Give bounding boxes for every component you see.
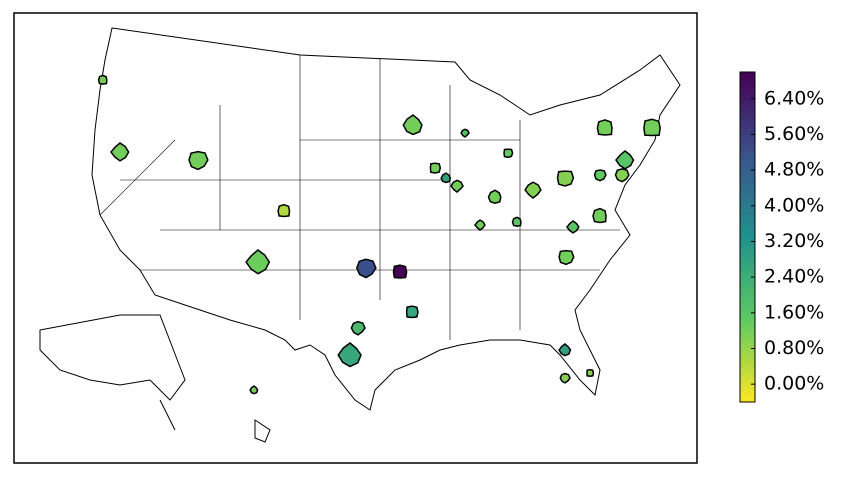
region bbox=[593, 169, 607, 182]
colorbar-tick-label: 0.00% bbox=[764, 373, 824, 395]
region bbox=[245, 249, 271, 275]
region bbox=[350, 320, 366, 336]
colorbar-axis: 0.00% 0.80% 1.60% 2.40% 3.20% 4.00% 4.80% 5.60%… bbox=[751, 87, 824, 395]
map-frame bbox=[13, 12, 698, 464]
colorbar-tick-label: 4.80% bbox=[764, 159, 824, 181]
region bbox=[524, 181, 542, 199]
region bbox=[429, 162, 442, 174]
region bbox=[355, 258, 377, 279]
colorbar-tick-label: 0.80% bbox=[764, 337, 824, 359]
colorbar-tick-label: 5.60% bbox=[764, 123, 824, 145]
colorbar-tick-label: 2.40% bbox=[764, 266, 824, 288]
region bbox=[405, 305, 419, 319]
colorbar-tick-label: 3.20% bbox=[764, 230, 824, 252]
region bbox=[592, 207, 607, 224]
region bbox=[511, 216, 522, 227]
region bbox=[474, 219, 486, 231]
region bbox=[596, 119, 613, 136]
region bbox=[487, 189, 502, 204]
region bbox=[559, 372, 571, 384]
region bbox=[277, 203, 291, 218]
region bbox=[188, 150, 209, 171]
colorbar-tick-label: 1.60% bbox=[764, 301, 824, 323]
region bbox=[556, 170, 575, 187]
region bbox=[440, 172, 452, 184]
region bbox=[558, 249, 575, 266]
region bbox=[460, 128, 470, 138]
region bbox=[402, 114, 423, 136]
region bbox=[558, 343, 572, 357]
region bbox=[337, 342, 362, 368]
region bbox=[643, 118, 661, 137]
region bbox=[615, 150, 635, 170]
region bbox=[614, 168, 630, 183]
region bbox=[110, 142, 130, 162]
region bbox=[97, 74, 108, 85]
region bbox=[249, 385, 259, 395]
regions bbox=[97, 74, 661, 395]
colorbar-tick-label: 4.00% bbox=[764, 194, 824, 216]
region bbox=[566, 220, 580, 234]
us-outline bbox=[39, 27, 681, 443]
colorbar-tick-label: 6.40% bbox=[764, 87, 824, 109]
colorbar bbox=[739, 71, 756, 403]
region bbox=[392, 264, 408, 279]
region bbox=[450, 179, 464, 193]
region bbox=[586, 368, 595, 377]
region bbox=[503, 148, 514, 159]
